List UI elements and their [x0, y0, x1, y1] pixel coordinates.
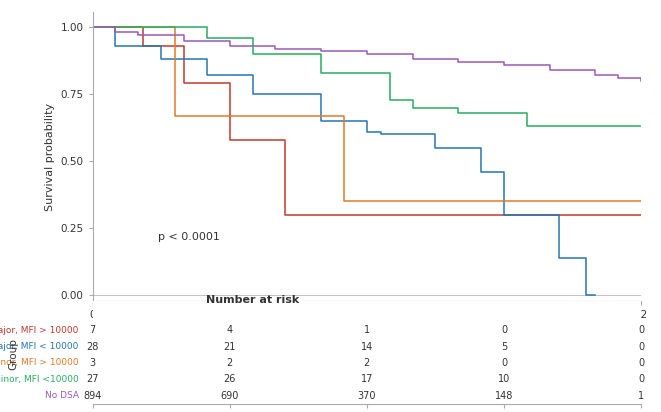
X-axis label: Time post-transplantation (years): Time post-transplantation (years): [273, 325, 461, 335]
Text: 3: 3: [89, 358, 96, 368]
Text: 148: 148: [495, 391, 513, 400]
Text: 0: 0: [501, 325, 507, 335]
Text: 27: 27: [87, 374, 98, 384]
Text: 14: 14: [361, 342, 373, 351]
Text: No DSA: No DSA: [45, 391, 79, 400]
Text: Minor, MFI <10000: Minor, MFI <10000: [0, 375, 79, 384]
Text: Major, MFI > 10000: Major, MFI > 10000: [0, 326, 79, 335]
Text: 370: 370: [358, 391, 376, 400]
Text: Minor, MFI > 10000: Minor, MFI > 10000: [0, 358, 79, 368]
Text: 0: 0: [638, 342, 644, 351]
Text: Group: Group: [8, 338, 19, 370]
Text: 690: 690: [221, 391, 239, 400]
Text: 4: 4: [227, 325, 233, 335]
Text: 10: 10: [498, 374, 510, 384]
Text: 5: 5: [501, 342, 507, 351]
Text: 0: 0: [501, 358, 507, 368]
Y-axis label: Survival probability: Survival probability: [45, 103, 55, 211]
Text: 17: 17: [361, 374, 373, 384]
Text: Number at risk: Number at risk: [206, 295, 299, 305]
Text: 894: 894: [83, 391, 102, 400]
Text: 2: 2: [364, 358, 370, 368]
Text: 21: 21: [223, 342, 236, 351]
Text: 0: 0: [638, 325, 644, 335]
Text: 0: 0: [638, 358, 644, 368]
Text: 28: 28: [87, 342, 98, 351]
Text: 2: 2: [227, 358, 233, 368]
Text: Major, MFI < 10000: Major, MFI < 10000: [0, 342, 79, 351]
Text: 1: 1: [638, 391, 644, 400]
Text: 0: 0: [638, 374, 644, 384]
Text: 1: 1: [364, 325, 370, 335]
Text: 26: 26: [223, 374, 236, 384]
Text: p < 0.0001: p < 0.0001: [159, 232, 220, 242]
Text: 7: 7: [89, 325, 96, 335]
